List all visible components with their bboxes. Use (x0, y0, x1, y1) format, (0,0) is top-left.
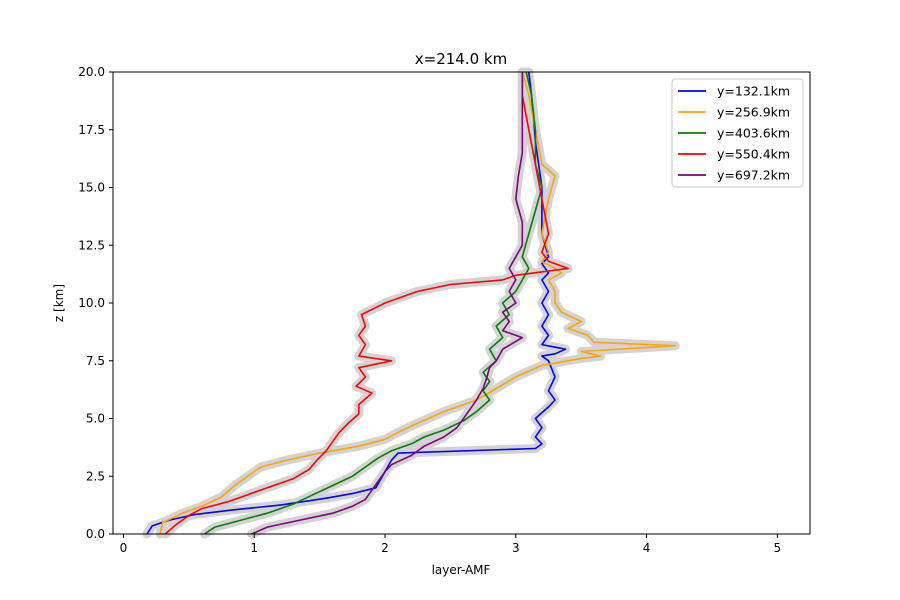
series-line-0 (146, 71, 567, 535)
y-axis: 0.0 2.5 5.0 7.5 10.0 12.5 15.0 17.5 20.0 (78, 65, 113, 541)
y-tick-label: 7.5 (86, 354, 105, 368)
uncertainty-band-1 (155, 67, 680, 539)
x-axis: 0 1 2 3 4 5 (120, 534, 781, 555)
x-tick-label: 5 (773, 541, 781, 555)
x-tick-label: 2 (381, 541, 389, 555)
legend-label: y=550.4km (717, 147, 790, 162)
legend-box (671, 78, 804, 188)
x-tick-label: 3 (512, 541, 520, 555)
y-tick-label: 2.5 (86, 469, 105, 483)
y-tick-label: 5.0 (86, 412, 105, 426)
y-tick-label: 12.5 (78, 238, 105, 252)
legend: y=132.1km y=256.9km y=403.6km y=550.4km y=69… (671, 78, 804, 188)
series-line-3 (164, 72, 569, 535)
x-tick-label: 0 (120, 541, 128, 555)
legend-label: y=697.2km (717, 168, 790, 183)
y-tick-label: 17.5 (78, 123, 105, 137)
series-lines (146, 71, 677, 535)
x-tick-label: 1 (250, 541, 258, 555)
series-line-4 (251, 72, 524, 535)
x-tick-label: 4 (643, 541, 651, 555)
legend-label: y=132.1km (717, 84, 790, 99)
uncertainty-bands (142, 67, 680, 539)
x-axis-label: layer-AMF (432, 563, 491, 577)
y-tick-label: 15.0 (78, 181, 105, 195)
series-line-1 (159, 71, 677, 535)
y-axis-label: z [km] (52, 284, 66, 322)
uncertainty-band-2 (200, 67, 547, 539)
chart-title: x=214.0 km (415, 50, 507, 68)
legend-label: y=403.6km (717, 126, 790, 141)
y-tick-label: 0.0 (86, 527, 105, 541)
y-tick-label: 20.0 (78, 65, 105, 79)
y-tick-label: 10.0 (78, 296, 105, 310)
series-line-2 (204, 71, 543, 535)
legend-label: y=256.9km (717, 105, 790, 120)
